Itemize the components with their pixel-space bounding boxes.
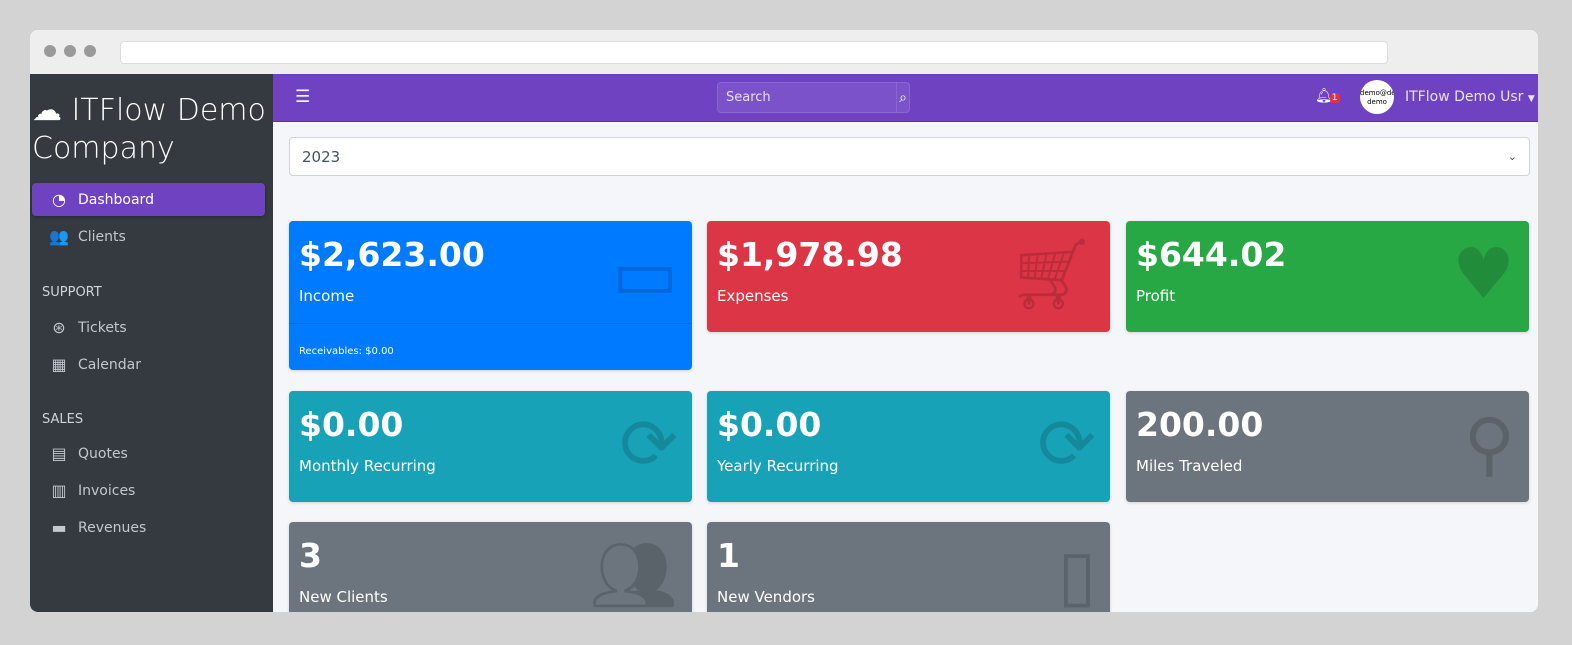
stat-value: $644.02	[1136, 235, 1287, 274]
stat-label: Miles Traveled	[1136, 457, 1243, 475]
stat-footer: Receivables: $0.00	[289, 323, 692, 357]
sidebar-item-invoices[interactable]: ▥ Invoices	[32, 474, 265, 507]
stat-label: Monthly Recurring	[299, 457, 436, 475]
search-form: ⌕	[717, 82, 910, 113]
browser-chrome	[30, 30, 1538, 74]
window-dot[interactable]	[84, 45, 96, 57]
stat-card-new-vendors[interactable]: 1 New Vendors ▯	[707, 522, 1110, 612]
stat-value: 1	[717, 536, 740, 575]
hamburger-menu-icon[interactable]: ☰	[295, 87, 311, 107]
stat-card-income[interactable]: $2,623.00 Income ▭ Receivables: $0.00	[289, 221, 692, 370]
stat-value: $2,623.00	[299, 235, 485, 274]
users-icon: 👥	[49, 227, 69, 246]
stat-label: New Clients	[299, 588, 388, 606]
user-menu[interactable]: ITFlow Demo Usr ▼	[1405, 89, 1535, 105]
search-icon: ⌕	[899, 89, 907, 106]
sidebar-item-dashboard[interactable]: ◔ Dashboard	[32, 183, 265, 216]
notifications-button[interactable]: 🔔︎1	[1315, 88, 1340, 104]
stat-value: $0.00	[299, 405, 404, 444]
cloud-icon: ☁	[32, 93, 62, 128]
window-dot[interactable]	[64, 45, 76, 57]
sidebar-item-quotes[interactable]: ▤ Quotes	[32, 437, 265, 470]
stat-label: New Vendors	[717, 588, 815, 606]
sidebar-item-clients[interactable]: 👥 Clients	[32, 220, 265, 253]
stat-card-profit[interactable]: $644.02 Profit ♥	[1126, 221, 1529, 332]
stat-label: Yearly Recurring	[717, 457, 839, 475]
sidebar-item-calendar[interactable]: ▦ Calendar	[32, 348, 265, 381]
caret-down-icon: ▼	[1527, 94, 1535, 104]
sidebar-item-label: Dashboard	[78, 191, 154, 208]
heart-icon: ♥	[1452, 233, 1515, 315]
sidebar-item-label: Clients	[78, 228, 126, 245]
life-ring-icon: ⊛	[52, 318, 66, 337]
browser-window: ☁ ITFlow Demo Company ◔ Dashboard 👥 Client…	[30, 30, 1538, 612]
stat-value: $0.00	[717, 405, 822, 444]
top-navbar: ☰ ⌕ 🔔︎1 demo@demo demo ITFlow Demo Usr ▼	[273, 74, 1538, 122]
bell-icon: 🔔︎	[1315, 88, 1333, 104]
stat-card-new-clients[interactable]: 3 New Clients 👥︎	[289, 522, 692, 612]
sidebar-item-label: Calendar	[78, 356, 141, 373]
gauge-icon: ◔	[52, 190, 66, 209]
file-icon: ▤	[51, 444, 67, 463]
building-icon: ▯	[1057, 534, 1096, 612]
sidebar: ☁ ITFlow Demo Company ◔ Dashboard 👥 Client…	[30, 74, 273, 612]
sidebar-item-label: Invoices	[78, 482, 136, 499]
sync-icon: ⟳	[619, 403, 678, 485]
section-header-sales: SALES	[42, 412, 84, 427]
stat-label: Expenses	[717, 287, 789, 305]
stat-card-yearly-recurring[interactable]: $0.00 Yearly Recurring ⟳	[707, 391, 1110, 502]
stat-card-monthly-recurring[interactable]: $0.00 Monthly Recurring ⟳	[289, 391, 692, 502]
invoice-icon: ▥	[51, 481, 67, 500]
address-bar[interactable]	[120, 41, 1388, 64]
year-select[interactable]: 2023 ⌄	[289, 137, 1530, 176]
sidebar-item-tickets[interactable]: ⊛ Tickets	[32, 311, 265, 344]
stat-card-expenses[interactable]: $1,978.98 Expenses 🛒︎	[707, 221, 1110, 332]
credit-card-icon: ▬	[51, 518, 67, 537]
notification-badge: 1	[1329, 93, 1340, 103]
dashboard-content: 2023 ⌄ $2,623.00 Income ▭ Receivables: $0…	[273, 122, 1538, 612]
stat-value: $1,978.98	[717, 235, 903, 274]
stat-label: Income	[299, 287, 355, 305]
year-select-value: 2023	[302, 147, 341, 166]
calendar-icon: ▦	[51, 355, 67, 374]
stat-label: Profit	[1136, 287, 1176, 305]
sidebar-item-label: Tickets	[78, 319, 127, 336]
stat-card-miles-traveled[interactable]: 200.00 Miles Traveled ⚲	[1126, 391, 1529, 502]
sync-icon: ⟳	[1037, 403, 1096, 485]
search-input[interactable]	[718, 83, 896, 112]
user-name: ITFlow Demo Usr	[1405, 89, 1524, 105]
sidebar-item-revenues[interactable]: ▬ Revenues	[32, 511, 265, 544]
chevron-down-icon: ⌄	[1507, 150, 1517, 163]
stat-value: 200.00	[1136, 405, 1264, 444]
brand-name: ITFlow Demo Company	[32, 93, 266, 166]
users-icon: 👥︎	[589, 534, 678, 612]
brand[interactable]: ☁ ITFlow Demo Company	[32, 92, 272, 168]
sidebar-item-label: Revenues	[78, 519, 147, 536]
section-header-support: SUPPORT	[42, 285, 102, 300]
window-dot[interactable]	[44, 45, 56, 57]
shopping-cart-icon: 🛒︎	[1007, 233, 1096, 315]
stat-value: 3	[299, 536, 322, 575]
route-icon: ⚲	[1463, 403, 1515, 485]
sidebar-item-label: Quotes	[78, 445, 128, 462]
credit-card-icon: ▭	[611, 233, 678, 315]
avatar[interactable]: demo@demo demo	[1360, 80, 1394, 114]
search-button[interactable]: ⌕	[896, 83, 909, 112]
